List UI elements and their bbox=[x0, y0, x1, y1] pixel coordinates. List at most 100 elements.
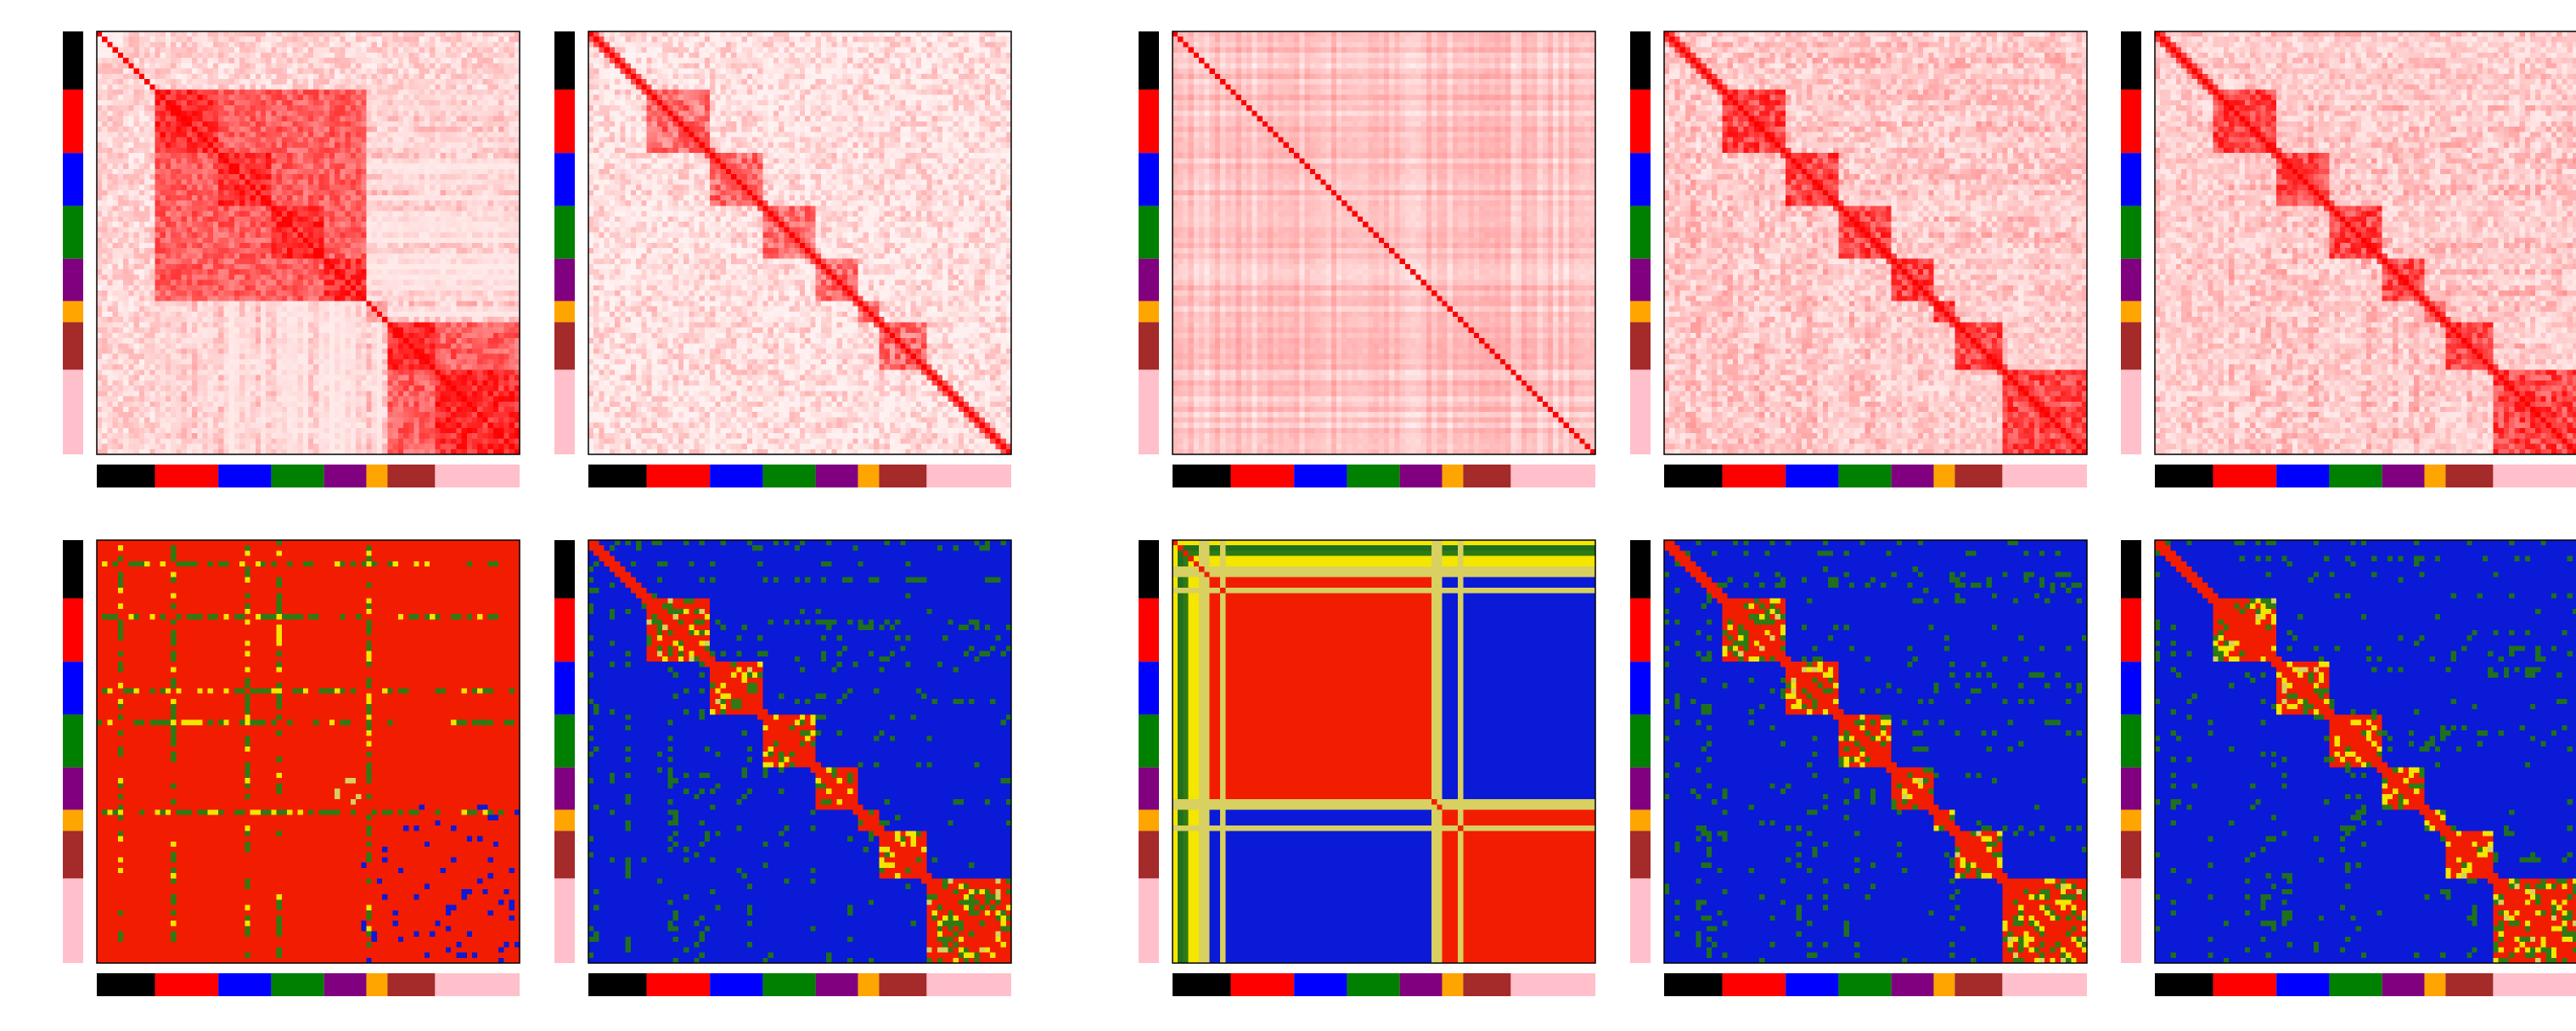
heatmap-cell bbox=[213, 100, 219, 106]
heatmap-cell bbox=[493, 37, 499, 42]
heatmap-cell bbox=[213, 53, 219, 59]
heatmap-cell bbox=[182, 105, 188, 111]
heatmap-cell bbox=[245, 110, 250, 116]
heatmap-cell bbox=[346, 143, 352, 149]
heatmap-cell bbox=[324, 143, 330, 149]
heatmap-cell bbox=[245, 69, 250, 75]
heatmap-cell bbox=[324, 37, 330, 42]
heatmap-cell bbox=[387, 95, 393, 101]
heatmap-cell bbox=[472, 89, 478, 95]
heatmap-cell bbox=[467, 63, 473, 69]
heatmap-cell bbox=[493, 127, 499, 132]
heatmap-cell bbox=[382, 74, 388, 80]
heatmap-cell bbox=[176, 132, 182, 138]
heatmap-cell bbox=[234, 95, 240, 101]
heatmap-cell bbox=[430, 58, 436, 64]
heatmap-cell bbox=[134, 74, 140, 80]
heatmap-cell bbox=[441, 138, 447, 144]
heatmap-cell bbox=[366, 53, 372, 59]
heatmap-cell bbox=[166, 143, 172, 149]
heatmap-cell bbox=[456, 84, 462, 90]
heatmap-cell bbox=[118, 37, 124, 42]
heatmap-cell bbox=[187, 127, 193, 132]
heatmap-cell bbox=[118, 132, 124, 138]
heatmap-cell bbox=[414, 100, 420, 106]
heatmap-cell bbox=[346, 127, 352, 132]
heatmap-cell bbox=[113, 48, 119, 54]
heatmap-cell bbox=[134, 31, 140, 37]
heatmap-cell bbox=[403, 116, 409, 122]
heatmap-cell bbox=[123, 100, 129, 106]
heatmap-cell bbox=[107, 63, 113, 69]
heatmap-cell bbox=[287, 74, 293, 80]
heatmap-cell bbox=[430, 53, 436, 59]
heatmap-cell bbox=[118, 143, 124, 149]
heatmap-cell bbox=[493, 69, 499, 75]
heatmap-cell bbox=[123, 74, 129, 80]
heatmap-cell bbox=[223, 89, 229, 95]
heatmap-cell bbox=[208, 105, 214, 111]
heatmap-cell bbox=[97, 79, 103, 85]
heatmap-cell bbox=[462, 95, 468, 101]
heatmap-cell bbox=[308, 100, 314, 106]
heatmap-cell bbox=[187, 63, 193, 69]
heatmap-cell bbox=[287, 105, 293, 111]
heatmap-cell bbox=[171, 48, 177, 54]
heatmap-cell bbox=[271, 110, 277, 116]
heatmap-cell bbox=[446, 31, 452, 37]
heatmap-cell bbox=[192, 69, 198, 75]
heatmap-cell bbox=[462, 110, 468, 116]
heatmap-cell bbox=[250, 63, 256, 69]
heatmap-cell bbox=[149, 69, 155, 75]
heatmap-cell bbox=[277, 89, 283, 95]
heatmap-cell bbox=[245, 48, 250, 54]
heatmap-cell bbox=[271, 143, 277, 149]
heatmap-cell bbox=[287, 58, 293, 64]
heatmap-cell bbox=[171, 58, 177, 64]
heatmap-cell bbox=[155, 84, 160, 90]
heatmap-cell bbox=[144, 53, 150, 59]
heatmap-cell bbox=[139, 37, 145, 42]
heatmap-cell bbox=[477, 63, 483, 69]
heatmap-cell bbox=[414, 74, 420, 80]
heatmap-cell bbox=[208, 132, 214, 138]
heatmap-cell bbox=[261, 58, 267, 64]
heatmap-cell bbox=[462, 74, 468, 80]
heatmap-cell bbox=[134, 110, 140, 116]
heatmap-cell bbox=[346, 121, 352, 127]
heatmap-cell bbox=[498, 95, 504, 101]
heatmap-cell bbox=[113, 121, 119, 127]
heatmap-cell bbox=[298, 89, 304, 95]
heatmap-cell bbox=[356, 95, 362, 101]
heatmap-cell bbox=[419, 48, 425, 54]
heatmap-cell bbox=[197, 58, 203, 64]
heatmap-cell bbox=[446, 48, 452, 54]
heatmap-cell bbox=[393, 95, 399, 101]
heatmap-cell bbox=[213, 143, 219, 149]
heatmap-cell bbox=[382, 116, 388, 122]
heatmap-cell bbox=[282, 110, 288, 116]
heatmap-cell bbox=[282, 69, 288, 75]
heatmap-cell bbox=[266, 127, 272, 132]
heatmap-cell bbox=[393, 69, 399, 75]
heatmap-cell bbox=[356, 63, 362, 69]
heatmap-cell bbox=[229, 121, 235, 127]
heatmap-cell bbox=[477, 121, 483, 127]
heatmap-cell bbox=[213, 42, 219, 48]
heatmap-cell bbox=[509, 95, 515, 101]
heatmap-cell bbox=[149, 116, 155, 122]
heatmap-cell bbox=[498, 110, 504, 116]
heatmap-cell bbox=[408, 116, 414, 122]
heatmap-cell bbox=[218, 89, 224, 95]
heatmap-cell bbox=[477, 37, 483, 42]
heatmap-cell bbox=[282, 138, 288, 144]
heatmap-cell bbox=[430, 132, 436, 138]
heatmap-cell bbox=[477, 42, 483, 48]
heatmap-cell bbox=[261, 37, 267, 42]
heatmap-cell bbox=[441, 105, 447, 111]
heatmap-cell bbox=[166, 116, 172, 122]
heatmap-cell bbox=[149, 89, 155, 95]
heatmap-cell bbox=[335, 48, 340, 54]
heatmap-cell bbox=[446, 79, 452, 85]
heatmap-cell bbox=[340, 79, 346, 85]
